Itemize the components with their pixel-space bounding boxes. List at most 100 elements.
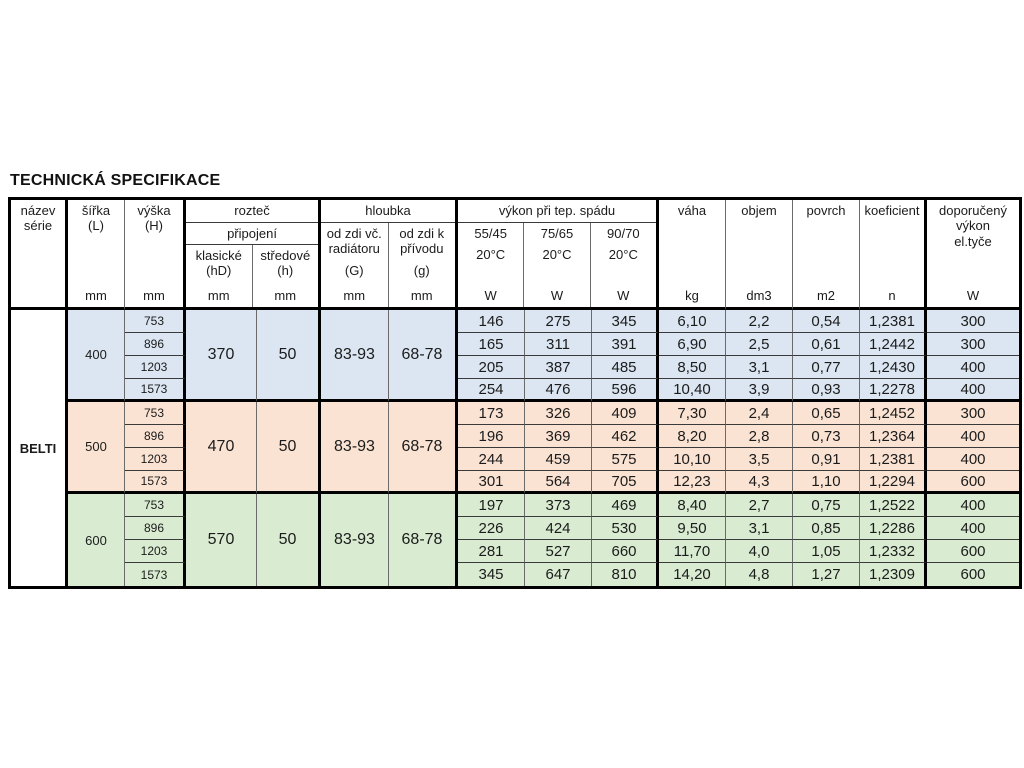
- povrch-cell-400-1203: 0,77: [793, 356, 860, 379]
- vyska-cell-400-896: 896: [125, 333, 186, 356]
- header-group-roztec: rozteč připojení klasické (hD) mm středo…: [186, 200, 321, 310]
- header-objem: objem dm3: [726, 200, 793, 310]
- vaha-cell-600-896: 9,50: [659, 517, 726, 540]
- vaha-cell-600-753: 8,40: [659, 494, 726, 517]
- objem-cell-400-896: 2,5: [726, 333, 793, 356]
- vykon-9070-cell-500-1573: 705: [592, 471, 659, 494]
- header-stredove-label: středové: [260, 248, 311, 263]
- vaha-cell-400-1203: 8,50: [659, 356, 726, 379]
- vyska-cell-600-896: 896: [125, 517, 186, 540]
- header-objem-unit: dm3: [746, 287, 772, 303]
- header-koeficient-label: koeficient: [864, 203, 920, 218]
- header-pripojeni-label: připojení: [186, 223, 318, 245]
- vaha-cell-500-1573: 12,23: [659, 471, 726, 494]
- header-klasicke-label: klasické: [195, 248, 242, 263]
- koeficient-cell-600-753: 1,2522: [860, 494, 927, 517]
- vyska-cell-500-753: 753: [125, 402, 186, 425]
- hloubka-g-cell-500: 83-93: [321, 402, 389, 494]
- header-povrch-unit: m2: [816, 287, 836, 303]
- doporuceny-cell-500-1573: 600: [927, 471, 1019, 494]
- header-objem-label: objem: [741, 203, 777, 218]
- objem-cell-500-1203: 3,5: [726, 448, 793, 471]
- vykon-7565-cell-500-1203: 459: [525, 448, 592, 471]
- vykon-7565-cell-600-1573: 647: [525, 563, 592, 586]
- doporuceny-cell-600-753: 400: [927, 494, 1019, 517]
- header-hloubka-label: hloubka: [321, 200, 455, 223]
- header-group-vykon: výkon při tep. spádu 55/45 20°C W 75/65 …: [458, 200, 659, 310]
- header-hloubka-split: od zdi vč. radiátoru (G) mm od zdi k pří…: [321, 223, 455, 307]
- objem-cell-600-753: 2,7: [726, 494, 793, 517]
- header-koeficient-unit: n: [888, 287, 896, 303]
- stredove-cell-500: 50: [257, 402, 321, 494]
- klasicke-cell-600: 570: [186, 494, 257, 586]
- vyska-cell-500-1573: 1573: [125, 471, 186, 494]
- hloubka-g2-cell-500: 68-78: [389, 402, 458, 494]
- koeficient-cell-500-1203: 1,2381: [860, 448, 927, 471]
- header-spad-9070-unit: W: [617, 287, 630, 303]
- hloubka-g-cell-600: 83-93: [321, 494, 389, 586]
- header-vykon-split: 55/45 20°C W 75/65 20°C W 90/70 20°C W: [458, 223, 656, 307]
- povrch-cell-400-896: 0,61: [793, 333, 860, 356]
- header-spad-5545: 55/45 20°C W: [458, 223, 523, 307]
- stredove-cell-600: 50: [257, 494, 321, 586]
- header-klasicke-sub: (hD): [206, 263, 232, 279]
- header-sirka-label: šířka: [81, 203, 111, 218]
- vykon-9070-cell-500-1203: 575: [592, 448, 659, 471]
- vykon-9070-cell-600-753: 469: [592, 494, 659, 517]
- header-vyska-sub: (H): [144, 218, 164, 234]
- doporuceny-cell-600-896: 400: [927, 517, 1019, 540]
- vykon-9070-cell-600-896: 530: [592, 517, 659, 540]
- header-spad-9070: 90/70 20°C W: [589, 223, 656, 307]
- objem-cell-400-1203: 3,1: [726, 356, 793, 379]
- header-spad-9070-sub: 20°C: [608, 247, 638, 263]
- vykon-7565-cell-600-1203: 527: [525, 540, 592, 563]
- vykon-7565-cell-500-753: 326: [525, 402, 592, 425]
- header-roztec-split: klasické (hD) mm středové (h) mm: [186, 245, 318, 307]
- vyska-cell-400-753: 753: [125, 310, 186, 333]
- vykon-7565-cell-400-1203: 387: [525, 356, 592, 379]
- header-od-zdi-radiator-sub: (G): [344, 262, 364, 278]
- vykon-7565-cell-500-896: 369: [525, 425, 592, 448]
- povrch-cell-500-1573: 1,10: [793, 471, 860, 494]
- objem-cell-400-1573: 3,9: [726, 379, 793, 402]
- koeficient-cell-500-1573: 1,2294: [860, 471, 927, 494]
- klasicke-cell-500: 470: [186, 402, 257, 494]
- sirka-cell-600: 600: [68, 494, 125, 586]
- doporuceny-cell-400-1573: 400: [927, 379, 1019, 402]
- series-name-cell: BELTI: [11, 310, 68, 586]
- vykon-7565-cell-600-753: 373: [525, 494, 592, 517]
- header-vyska: výška (H) mm: [125, 200, 186, 310]
- header-spad-7565-label: 75/65: [540, 226, 574, 241]
- vaha-cell-600-1573: 14,20: [659, 563, 726, 586]
- vykon-7565-cell-400-896: 311: [525, 333, 592, 356]
- vykon-9070-cell-500-896: 462: [592, 425, 659, 448]
- header-koeficient: koeficient n: [860, 200, 927, 310]
- vyska-cell-600-1573: 1573: [125, 563, 186, 586]
- hloubka-g2-cell-400: 68-78: [389, 310, 458, 402]
- page: TECHNICKÁ SPECIFIKACE název série šířka …: [8, 172, 1022, 589]
- povrch-cell-600-896: 0,85: [793, 517, 860, 540]
- vykon-9070-cell-600-1573: 810: [592, 563, 659, 586]
- povrch-cell-400-1573: 0,93: [793, 379, 860, 402]
- vyska-cell-400-1203: 1203: [125, 356, 186, 379]
- vaha-cell-600-1203: 11,70: [659, 540, 726, 563]
- header-doporuceny-unit: W: [966, 287, 980, 303]
- doporuceny-cell-500-753: 300: [927, 402, 1019, 425]
- header-sirka-sub: (L): [88, 218, 104, 234]
- header-sirka: šířka (L) mm: [68, 200, 125, 310]
- header-spad-7565-sub: 20°C: [542, 247, 572, 263]
- header-povrch-label: povrch: [806, 203, 846, 218]
- header-od-zdi-radiator-unit: mm: [343, 287, 366, 303]
- objem-cell-600-1573: 4,8: [726, 563, 793, 586]
- koeficient-cell-600-1573: 1,2309: [860, 563, 927, 586]
- vykon-9070-cell-400-1203: 485: [592, 356, 659, 379]
- header-stredove-unit: mm: [274, 287, 297, 303]
- koeficient-cell-600-896: 1,2286: [860, 517, 927, 540]
- vykon-9070-cell-600-1203: 660: [592, 540, 659, 563]
- objem-cell-500-1573: 4,3: [726, 471, 793, 494]
- header-vaha: váha kg: [659, 200, 726, 310]
- stredove-cell-400: 50: [257, 310, 321, 402]
- header-spad-5545-unit: W: [484, 287, 497, 303]
- header-stredove-sub: (h): [277, 263, 294, 279]
- objem-cell-500-896: 2,8: [726, 425, 793, 448]
